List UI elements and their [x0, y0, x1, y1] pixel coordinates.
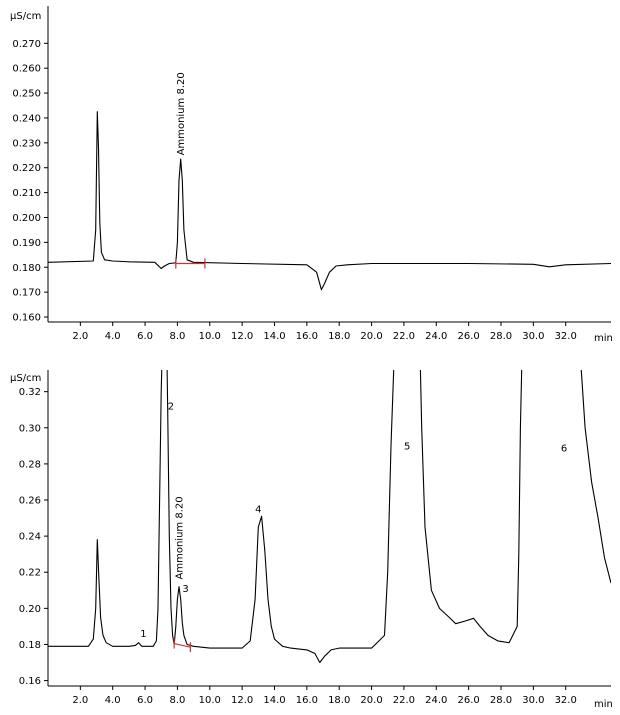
y-tick-label: 0.160 [12, 313, 41, 324]
y-tick-label: 0.240 [12, 113, 41, 124]
peak-number-label: 4 [255, 505, 261, 516]
x-tick-label: 4.0 [105, 331, 121, 342]
y-tick-label: 0.30 [19, 423, 41, 434]
chromatogram-trace [48, 370, 611, 664]
x-tick-label: 18.0 [328, 695, 350, 706]
x-tick-label: 30.0 [522, 695, 544, 706]
x-tick-label: 10.0 [199, 331, 221, 342]
x-tick-label: 20.0 [360, 695, 382, 706]
x-tick-label: 4.0 [105, 695, 121, 706]
x-tick-label: 24.0 [425, 331, 447, 342]
x-tick-label: 22.0 [393, 331, 415, 342]
peak-name-label: Ammonium 8.20 [176, 72, 187, 155]
x-tick-label: 28.0 [490, 331, 512, 342]
y-tick-label: 0.28 [19, 459, 41, 470]
y-tick-label: 0.22 [19, 568, 41, 579]
x-tick-label: 6.0 [137, 695, 153, 706]
y-tick-label: 0.26 [19, 496, 41, 507]
y-axis-label: µS/cm [10, 373, 41, 384]
y-tick-label: 0.270 [12, 39, 41, 50]
chart-panel-top: µS/cm min 0.160 0.170 0.180 0.190 0.200 0.210… [10, 6, 613, 344]
x-tick-label: 10.0 [199, 695, 221, 706]
x-tick-label: 8.0 [169, 695, 185, 706]
x-axis-label: min [594, 333, 613, 344]
y-tick-label: 0.200 [12, 213, 41, 224]
x-tick-label: 24.0 [425, 695, 447, 706]
y-tick-label: 0.210 [12, 188, 41, 199]
x-tick-label: 30.0 [522, 331, 544, 342]
integration-baseline [174, 642, 191, 648]
chart-panel-bottom: µS/cm min 0.16 0.18 0.20 0.22 0.24 0.26 0.28 0.… [10, 370, 613, 710]
peak-number-label: 2 [168, 402, 174, 413]
x-tick-label: 14.0 [263, 331, 285, 342]
peak-number-label: 3 [182, 584, 188, 595]
y-axis-label: µS/cm [10, 11, 41, 22]
y-tick-label: 0.18 [19, 640, 41, 651]
x-tick-label: 12.0 [231, 695, 253, 706]
x-tick-label: 2.0 [72, 695, 88, 706]
y-tick-label: 0.250 [12, 89, 41, 100]
y-tick-label: 0.20 [19, 604, 41, 615]
x-tick-label: 12.0 [231, 331, 253, 342]
x-tick-label: 14.0 [263, 695, 285, 706]
y-tick-label: 0.220 [12, 163, 41, 174]
y-tick-label: 0.170 [12, 288, 41, 299]
y-tick-label: 0.180 [12, 263, 41, 274]
x-tick-label: 6.0 [137, 331, 153, 342]
x-tick-label: 2.0 [72, 331, 88, 342]
x-tick-label: 16.0 [296, 695, 318, 706]
y-tick-label: 0.230 [12, 138, 41, 149]
x-tick-label: 26.0 [457, 331, 479, 342]
x-axis-label: min [594, 699, 613, 710]
x-tick-label: 28.0 [490, 695, 512, 706]
x-tick-label: 22.0 [393, 695, 415, 706]
x-tick-label: 20.0 [360, 331, 382, 342]
y-tick-label: 0.260 [12, 64, 41, 75]
x-tick-label: 26.0 [457, 695, 479, 706]
x-tick-label: 32.0 [555, 695, 577, 706]
x-tick-label: 8.0 [169, 331, 185, 342]
peak-number-label: 5 [404, 441, 410, 452]
peak-number-label: 1 [140, 629, 146, 640]
chromatogram-trace [48, 111, 611, 291]
y-tick-label: 0.32 [19, 387, 41, 398]
y-tick-label: 0.16 [19, 676, 41, 687]
peak-number-label: 6 [561, 443, 567, 454]
x-tick-label: 32.0 [555, 331, 577, 342]
y-tick-label: 0.190 [12, 238, 41, 249]
x-tick-label: 16.0 [296, 331, 318, 342]
x-tick-label: 18.0 [328, 331, 350, 342]
peak-name-label: Ammonium 8.20 [174, 496, 185, 579]
y-tick-label: 0.24 [19, 532, 41, 543]
